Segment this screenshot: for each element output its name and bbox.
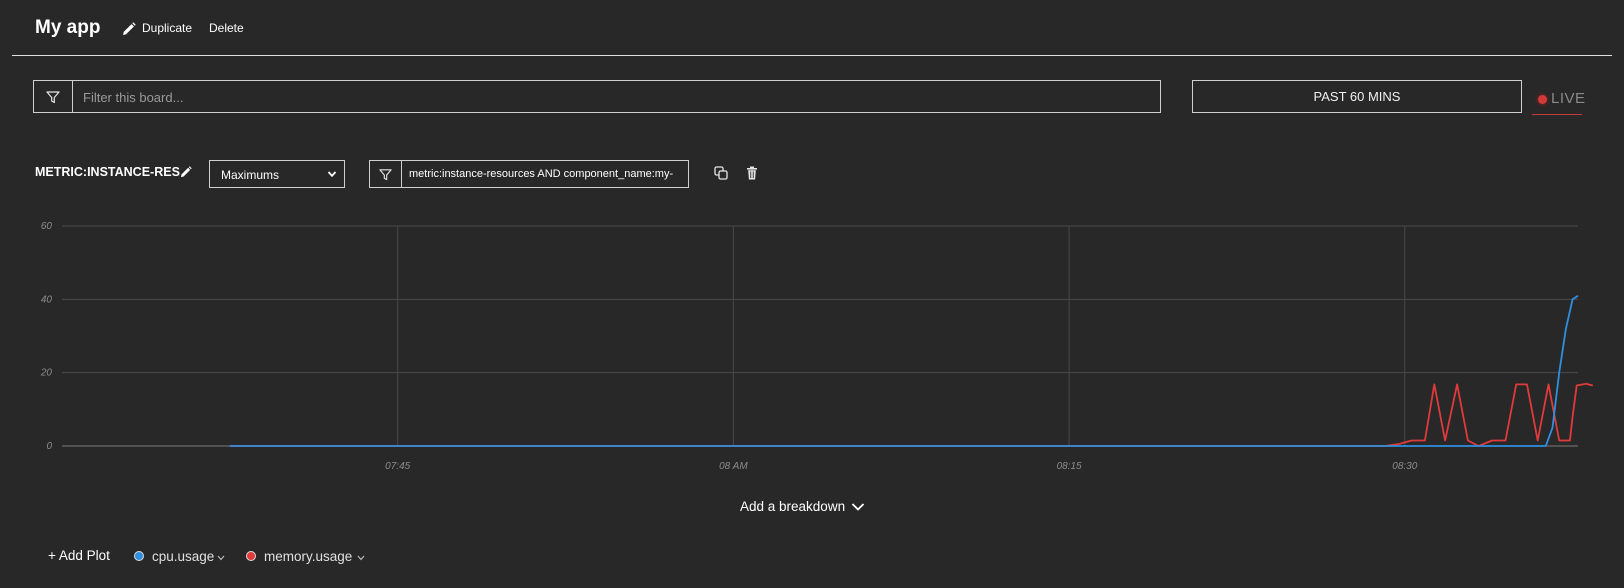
plot-title: METRIC:INSTANCE-RES	[35, 165, 180, 179]
series-line-cpu-usage	[229, 294, 1579, 447]
aggregation-select[interactable]: Maximums	[209, 160, 345, 188]
edit-plot-title-pencil-icon[interactable]	[180, 166, 192, 178]
chevron-down-icon[interactable]	[357, 555, 365, 561]
cpu-series-dot-icon	[134, 551, 144, 561]
x-tick-label: 07:45	[385, 461, 410, 472]
x-tick-label: 08:30	[1392, 461, 1417, 472]
add-breakdown-button[interactable]: Add a breakdown	[740, 499, 846, 514]
memory-series-dot-icon	[246, 551, 256, 561]
series-line-memory-usage	[229, 382, 1594, 447]
edit-title-pencil-icon[interactable]	[122, 22, 136, 36]
chevron-down-icon[interactable]	[217, 555, 225, 561]
delete-plot-trash-icon[interactable]	[744, 165, 760, 181]
board-filter	[33, 80, 1165, 114]
y-tick-label: 0	[46, 441, 52, 452]
live-indicator-dot-icon	[1538, 95, 1547, 104]
board-filter-input[interactable]	[73, 81, 1165, 114]
time-range-button[interactable]: PAST 60 MINS	[1192, 80, 1522, 113]
aggregation-value: Maximums	[221, 168, 280, 182]
x-tick-label: 08 AM	[719, 461, 748, 472]
y-tick-label: 40	[41, 294, 53, 305]
legend-item-cpu-usage[interactable]: cpu.usage	[152, 549, 215, 564]
live-label: LIVE	[1551, 90, 1586, 107]
chevron-down-icon	[327, 171, 337, 178]
legend-item-memory-usage[interactable]: memory.usage	[264, 549, 353, 564]
add-plot-button[interactable]: + Add Plot	[48, 548, 110, 563]
filter-funnel-icon	[379, 168, 392, 180]
y-tick-label: 20	[40, 368, 53, 379]
duplicate-plot-copy-icon[interactable]	[713, 165, 729, 181]
board-title: My app	[35, 17, 101, 38]
filter-funnel-icon	[46, 90, 60, 103]
plot-query: metric:instance-resources AND component_…	[369, 160, 689, 188]
x-tick-label: 08:15	[1057, 461, 1082, 472]
y-tick-label: 60	[41, 221, 53, 232]
delete-button[interactable]: Delete	[209, 21, 244, 35]
query-input[interactable]: metric:instance-resources AND component_…	[409, 168, 674, 180]
filter-button[interactable]	[34, 81, 73, 112]
chevron-down-icon[interactable]	[851, 502, 865, 512]
duplicate-button[interactable]: Duplicate	[142, 21, 193, 35]
query-filter-button[interactable]	[370, 161, 402, 187]
board-header: My app Duplicate Delete	[12, 0, 1612, 56]
live-toggle[interactable]: LIVE	[1532, 88, 1585, 115]
metric-line-chart: 0 20 40 60 07:45 08 AM 08:15 08:30	[40, 221, 1594, 472]
